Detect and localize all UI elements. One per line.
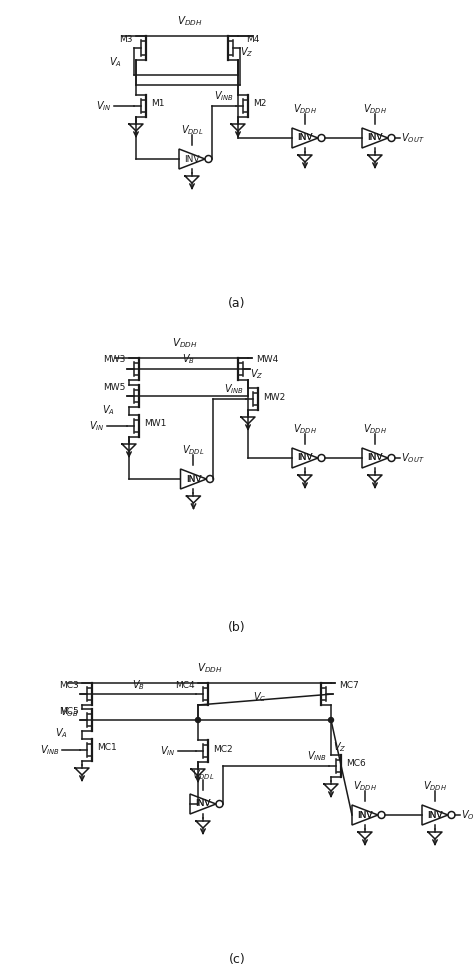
- Text: $V_{INB}$: $V_{INB}$: [40, 743, 60, 757]
- Text: INV: INV: [367, 453, 383, 462]
- Text: $V_{DDH}$: $V_{DDH}$: [363, 422, 387, 436]
- Text: INV: INV: [367, 453, 383, 462]
- Text: M3: M3: [119, 35, 133, 44]
- Text: $V_{DDH}$: $V_{DDH}$: [197, 661, 223, 675]
- Text: $V_{INB}$: $V_{INB}$: [307, 749, 327, 763]
- Text: INV: INV: [297, 453, 313, 462]
- Text: $V_{DDL}$: $V_{DDL}$: [182, 443, 205, 457]
- Text: $V_Z$: $V_Z$: [250, 367, 264, 381]
- Text: $V_{DDH}$: $V_{DDH}$: [353, 779, 377, 793]
- Text: MW2: MW2: [263, 392, 285, 401]
- Text: $V_{OUT}$: $V_{OUT}$: [401, 452, 425, 465]
- Circle shape: [195, 718, 201, 722]
- Text: $V_{DDH}$: $V_{DDH}$: [293, 102, 317, 116]
- Text: MW1: MW1: [144, 419, 166, 428]
- Text: (b): (b): [228, 621, 246, 634]
- Text: INV: INV: [195, 799, 211, 809]
- Text: $V_A$: $V_A$: [102, 403, 115, 417]
- Text: $V_Z$: $V_Z$: [333, 740, 346, 753]
- Text: INV: INV: [357, 811, 373, 820]
- Text: $V_A$: $V_A$: [109, 55, 122, 69]
- Text: INV: INV: [367, 133, 383, 143]
- Text: $V_{IN}$: $V_{IN}$: [96, 99, 112, 113]
- Text: MW4: MW4: [256, 355, 278, 364]
- Text: MC4: MC4: [175, 681, 195, 689]
- Text: MW5: MW5: [104, 383, 126, 391]
- Text: $V_B$: $V_B$: [182, 352, 195, 366]
- Text: $V_{DDL}$: $V_{DDL}$: [181, 123, 203, 137]
- Text: $V_Z$: $V_Z$: [240, 45, 254, 59]
- Text: M4: M4: [246, 35, 259, 44]
- Text: $V_{INB}$: $V_{INB}$: [214, 89, 234, 103]
- Text: INV: INV: [367, 133, 383, 143]
- Text: INV: INV: [427, 811, 443, 820]
- Text: (a): (a): [228, 296, 246, 310]
- Text: $V_{DDH}$: $V_{DDH}$: [293, 422, 317, 436]
- Text: $V_{INB}$: $V_{INB}$: [224, 383, 244, 396]
- Text: $V_C$: $V_C$: [253, 690, 266, 704]
- Text: $V_{DDH}$: $V_{DDH}$: [363, 102, 387, 116]
- Text: $V_{DDH}$: $V_{DDH}$: [177, 15, 203, 28]
- Text: M1: M1: [151, 99, 164, 109]
- Text: INV: INV: [427, 811, 443, 820]
- Text: MC3: MC3: [59, 681, 79, 689]
- Text: INV: INV: [186, 475, 201, 484]
- Text: M2: M2: [253, 99, 266, 109]
- Text: $V_{IN}$: $V_{IN}$: [160, 744, 176, 758]
- Text: MC7: MC7: [339, 681, 359, 689]
- Text: MC1: MC1: [97, 744, 117, 753]
- Text: INV: INV: [186, 475, 201, 484]
- Text: $V_{OUT}$: $V_{OUT}$: [461, 808, 474, 821]
- Text: $V_{IN}$: $V_{IN}$: [90, 419, 105, 433]
- Text: MC6: MC6: [346, 759, 366, 768]
- Text: INV: INV: [195, 799, 211, 809]
- Text: $V_B$: $V_B$: [132, 678, 145, 692]
- Text: (c): (c): [228, 954, 246, 966]
- Text: INV: INV: [297, 133, 313, 143]
- Text: $V_{DDH}$: $V_{DDH}$: [423, 779, 447, 793]
- Text: $V_A$: $V_A$: [55, 726, 68, 740]
- Text: MC5: MC5: [59, 707, 79, 716]
- Text: INV: INV: [184, 154, 200, 163]
- Text: INV: INV: [297, 453, 313, 462]
- Text: INV: INV: [357, 811, 373, 820]
- Text: MC2: MC2: [213, 745, 233, 753]
- Circle shape: [328, 718, 334, 722]
- Text: $V_{DDL}$: $V_{DDL}$: [191, 768, 214, 782]
- Text: MW3: MW3: [104, 355, 126, 364]
- Text: $V_{DDH}$: $V_{DDH}$: [172, 336, 198, 350]
- Text: $V_{OB}$: $V_{OB}$: [60, 705, 78, 719]
- Text: $V_{OUT}$: $V_{OUT}$: [401, 131, 425, 145]
- Text: INV: INV: [297, 133, 313, 143]
